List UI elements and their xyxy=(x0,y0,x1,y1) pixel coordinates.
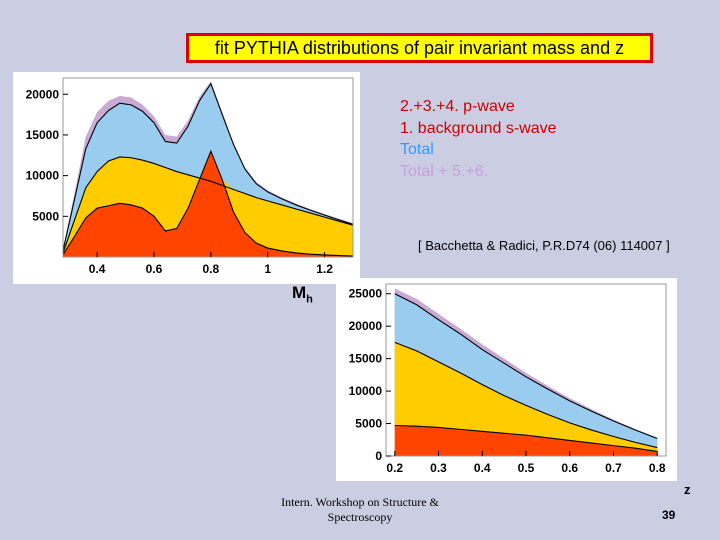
z-axis-label: z xyxy=(684,482,691,497)
background-fit-line xyxy=(394,341,658,449)
y-tick-label: 10000 xyxy=(349,384,383,398)
x-tick-label: 1 xyxy=(264,262,271,276)
legend: 2.+3.+4. p-wave 1. background s-wave Tot… xyxy=(400,96,557,182)
y-tick-label: 5000 xyxy=(32,209,59,223)
y-tick-label: 0 xyxy=(375,449,382,463)
x-tick-label: 0.6 xyxy=(146,262,163,276)
x-tick-label: 0.8 xyxy=(649,461,666,475)
pwave-area xyxy=(63,151,353,257)
mh-label-main: M xyxy=(292,283,307,302)
y-tick-label: 20000 xyxy=(349,319,383,333)
y-tick-label: 15000 xyxy=(26,128,60,142)
x-tick-label: 0.3 xyxy=(430,461,447,475)
mass-distribution-chart: 0.4 0.6 0.8 1 1.2 5000 10000 15000 20000 xyxy=(26,77,354,276)
x-tick-label: 0.7 xyxy=(605,461,622,475)
z-distribution-plot: 0.2 0.3 0.4 0.5 0.6 0.7 0.8 0 5000 10000 15000 2000… xyxy=(336,278,677,481)
y-tick-label: 25000 xyxy=(349,287,383,301)
slide-title: fit PYTHIA distributions of pair invaria… xyxy=(186,33,653,63)
y-tick-label: 15000 xyxy=(349,352,383,366)
x-tick-label: 0.4 xyxy=(89,262,106,276)
y-tick-label: 10000 xyxy=(26,169,60,183)
total-fit-line xyxy=(62,82,354,251)
x-tick-label: 0.2 xyxy=(386,461,403,475)
legend-total-plus: Total + 5.+6. xyxy=(400,162,489,180)
x-tick-label: 0.4 xyxy=(474,461,491,475)
legend-total: Total xyxy=(400,141,434,158)
x-tick-label: 0.8 xyxy=(202,262,219,276)
pwave-area xyxy=(394,425,658,456)
x-tick-label: 0.5 xyxy=(518,461,535,475)
mh-label-sub: h xyxy=(306,293,313,306)
background-area xyxy=(394,342,658,456)
page-number: 39 xyxy=(662,508,676,522)
x-tick-label: 1.2 xyxy=(316,262,333,276)
total-fit-line xyxy=(394,293,658,439)
x-tick-label: 0.6 xyxy=(561,461,578,475)
legend-background: 1. background s-wave xyxy=(400,119,557,137)
reference-citation: [ Bacchetta & Radici, P.R.D74 (06) 11400… xyxy=(418,238,670,253)
pwave-fit-line xyxy=(394,424,658,453)
y-tick-label: 5000 xyxy=(355,417,382,431)
z-distribution-chart: 0.2 0.3 0.4 0.5 0.6 0.7 0.8 0 5000 10000 15000 2000… xyxy=(349,283,667,475)
pwave-fit-line xyxy=(62,149,354,257)
mh-axis-label: Mh xyxy=(292,283,313,305)
mass-distribution-plot: 0.4 0.6 0.8 1 1.2 5000 10000 15000 20000 xyxy=(13,72,360,284)
background-fit-line xyxy=(62,156,354,254)
legend-pwave: 2.+3.+4. p-wave xyxy=(400,98,515,115)
plot-frame xyxy=(62,77,354,258)
footer-text: Intern. Workshop on Structure & Spectros… xyxy=(281,495,439,524)
y-tick-label: 20000 xyxy=(26,87,60,101)
